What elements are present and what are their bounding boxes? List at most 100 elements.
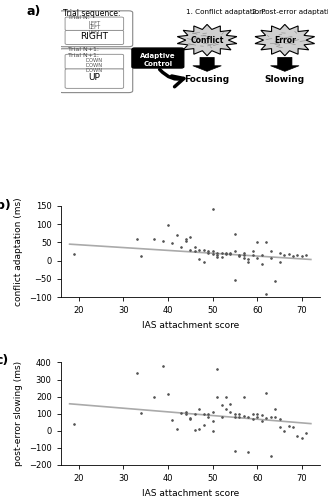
Point	[201, 258, 206, 266]
Text: c): c)	[0, 354, 9, 367]
Point	[241, 248, 246, 256]
Point	[273, 276, 278, 284]
Y-axis label: conflict adaptation (ms): conflict adaptation (ms)	[14, 197, 23, 306]
Point	[286, 422, 291, 430]
Point	[205, 250, 211, 258]
FancyBboxPatch shape	[65, 17, 124, 30]
Point	[268, 248, 273, 256]
Point	[223, 406, 229, 413]
Point	[290, 424, 296, 432]
Point	[138, 252, 144, 260]
Point	[72, 420, 77, 428]
Point	[161, 362, 166, 370]
Text: 2. Post-error adaptation:: 2. Post-error adaptation:	[253, 10, 328, 16]
Point	[281, 251, 287, 259]
Point	[237, 251, 242, 259]
Point	[299, 434, 305, 442]
FancyBboxPatch shape	[65, 54, 124, 69]
Point	[205, 410, 211, 418]
Text: DOWN: DOWN	[86, 68, 103, 73]
Point	[232, 230, 237, 238]
Point	[250, 251, 256, 259]
Point	[215, 392, 220, 400]
Text: Adaptive
Control: Adaptive Control	[140, 54, 176, 67]
Point	[295, 432, 300, 440]
Point	[170, 240, 175, 248]
Text: Trial sequence:: Trial sequence:	[63, 10, 121, 18]
Point	[232, 410, 237, 418]
Point	[264, 238, 269, 246]
Point	[205, 413, 211, 421]
Text: a): a)	[27, 5, 41, 18]
Point	[152, 234, 157, 242]
Point	[201, 410, 206, 418]
Point	[188, 414, 193, 422]
Point	[268, 452, 273, 460]
Point	[165, 390, 171, 398]
Text: Conflict: Conflict	[190, 36, 224, 44]
Point	[201, 246, 206, 254]
Point	[286, 250, 291, 258]
Point	[264, 290, 269, 298]
Point	[268, 413, 273, 421]
Point	[232, 448, 237, 456]
Text: Focusing: Focusing	[185, 74, 230, 84]
Point	[237, 252, 242, 260]
FancyBboxPatch shape	[59, 48, 133, 92]
Point	[264, 389, 269, 397]
Point	[215, 253, 220, 261]
Point	[188, 246, 193, 254]
Point	[295, 251, 300, 259]
X-axis label: IAS attachment score: IAS attachment score	[142, 488, 239, 498]
Point	[281, 427, 287, 435]
Point	[205, 248, 211, 256]
Point	[192, 248, 197, 256]
Point	[277, 415, 282, 423]
Point	[215, 365, 220, 373]
Point	[196, 404, 202, 412]
Point	[228, 250, 233, 258]
Point	[241, 392, 246, 400]
Point	[179, 242, 184, 250]
Polygon shape	[271, 58, 299, 71]
Point	[196, 254, 202, 262]
Point	[223, 248, 229, 256]
Point	[196, 425, 202, 433]
Text: LEFT: LEFT	[88, 30, 100, 35]
Text: Trial N+1:: Trial N+1:	[68, 52, 99, 58]
Point	[259, 412, 264, 420]
Point	[188, 415, 193, 423]
Point	[183, 236, 188, 244]
Point	[232, 276, 237, 283]
Point	[277, 258, 282, 266]
Point	[210, 408, 215, 416]
Polygon shape	[255, 24, 315, 56]
Point	[152, 392, 157, 400]
Text: DOWN: DOWN	[86, 58, 103, 63]
Point	[183, 234, 188, 242]
Text: LEFT: LEFT	[88, 26, 100, 30]
Point	[134, 236, 139, 244]
Point	[219, 413, 224, 421]
Point	[138, 409, 144, 417]
Point	[192, 426, 197, 434]
Point	[192, 410, 197, 418]
Point	[290, 252, 296, 260]
Point	[304, 251, 309, 259]
Point	[210, 418, 215, 426]
Point	[273, 413, 278, 421]
Point	[259, 416, 264, 424]
Point	[219, 253, 224, 261]
Point	[237, 410, 242, 418]
X-axis label: IAS attachment score: IAS attachment score	[142, 320, 239, 330]
Text: Error: Error	[274, 36, 296, 44]
Text: LEFT: LEFT	[88, 21, 100, 26]
Point	[232, 413, 237, 421]
Point	[255, 410, 260, 418]
Point	[192, 242, 197, 250]
Point	[246, 413, 251, 421]
Point	[228, 250, 233, 258]
Point	[250, 415, 256, 423]
Point	[210, 250, 215, 258]
FancyBboxPatch shape	[132, 48, 184, 68]
